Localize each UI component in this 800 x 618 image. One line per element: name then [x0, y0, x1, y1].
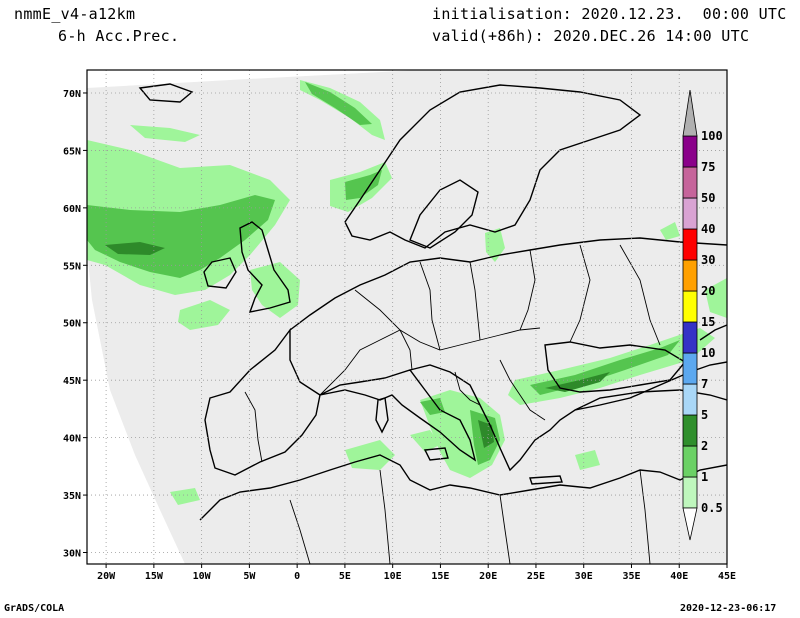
y-tick-label: 35N	[63, 491, 81, 502]
colorbar-label: 30	[701, 253, 715, 267]
colorbar-label: 2	[701, 439, 708, 453]
x-tick-label: 10E	[384, 571, 402, 582]
colorbar-swatch	[682, 228, 698, 261]
colorbar-label: 20	[701, 284, 715, 298]
render-timestamp: 2020-12-23-06:17	[680, 603, 777, 614]
y-tick-label: 30N	[63, 549, 81, 560]
valid-label: valid(+86h):	[432, 27, 544, 45]
colorbar-label: 100	[701, 129, 723, 143]
initialisation-value: 2020.12.23. 00:00 UTC	[581, 5, 787, 23]
y-tick-label: 40N	[63, 434, 81, 445]
x-tick-label: 5W	[243, 571, 256, 582]
coastlines	[138, 83, 727, 521]
colorbar-swatch	[682, 445, 698, 478]
y-tick-label: 65N	[63, 146, 81, 157]
colorbar-swatch	[682, 135, 698, 168]
colorbar-label: 75	[701, 160, 715, 174]
colorbar-label: 0.5	[701, 501, 723, 515]
x-tick-label: 20W	[97, 571, 116, 582]
colorbar-swatch	[682, 259, 698, 292]
valid-line: valid(+86h): 2020.DEC.26 14:00 UTC	[432, 27, 749, 45]
precip-medium-areas	[87, 82, 680, 465]
colorbar-swatch	[682, 166, 698, 199]
colorbar-label: 7	[701, 377, 708, 391]
x-tick-label: 15W	[145, 571, 164, 582]
colorbar-lower-arrow	[682, 507, 698, 541]
x-tick-label: 35E	[622, 571, 640, 582]
latitude-ticks: 70N 65N 60N 55N 50N 45N 40N 35N 30N	[63, 89, 87, 560]
model-name: nmmE_v4-a12km	[14, 5, 136, 23]
x-tick-label: 40E	[670, 571, 688, 582]
colorbar-label: 1	[701, 470, 708, 484]
x-tick-label: 5E	[339, 571, 351, 582]
graticule	[87, 70, 727, 564]
software-credit: GrADS/COLA	[4, 603, 65, 614]
initialisation-line: initialisation: 2020.12.23. 00:00 UTC	[432, 5, 787, 23]
y-tick-label: 45N	[63, 376, 81, 387]
x-tick-label: 30E	[575, 571, 593, 582]
colorbar-label: 5	[701, 408, 708, 422]
country-borders	[244, 244, 661, 564]
x-tick-label: 20E	[479, 571, 497, 582]
colorbar-swatch	[682, 321, 698, 354]
colorbar-swatch	[682, 352, 698, 385]
colorbar-swatch	[682, 414, 698, 447]
x-tick-label: 15E	[431, 571, 449, 582]
colorbar-label: 10	[701, 346, 715, 360]
y-tick-label: 60N	[63, 204, 81, 215]
longitude-ticks: 20W 15W 10W 5W 0 5E 10E 15E 20E 25E 30E 35E 40E 45E	[97, 564, 736, 582]
colorbar-swatch	[682, 197, 698, 230]
y-tick-label: 70N	[63, 89, 81, 100]
precip-dark-areas	[105, 242, 610, 448]
colorbar-swatch	[682, 89, 698, 137]
x-tick-label: 0	[294, 571, 300, 582]
x-tick-label: 10W	[193, 571, 212, 582]
colorbar-label: 50	[701, 191, 715, 205]
x-tick-label: 25E	[527, 571, 545, 582]
field-name: 6-h Acc.Prec.	[58, 27, 180, 45]
colorbar-label: 40	[701, 222, 715, 236]
colorbar: 0.5 1 2 5 7 10 15 20 30 40 50 75 100	[682, 89, 723, 541]
x-tick-label: 45E	[718, 571, 736, 582]
y-tick-label: 55N	[63, 261, 81, 272]
y-tick-label: 50N	[63, 319, 81, 330]
colorbar-swatch	[682, 383, 698, 416]
colorbar-label: 15	[701, 315, 715, 329]
colorbar-swatch	[682, 476, 698, 509]
initialisation-label: initialisation:	[432, 5, 572, 23]
colorbar-swatch	[682, 290, 698, 323]
valid-value: 2020.DEC.26 14:00 UTC	[553, 27, 750, 45]
map-frame	[86, 69, 728, 565]
